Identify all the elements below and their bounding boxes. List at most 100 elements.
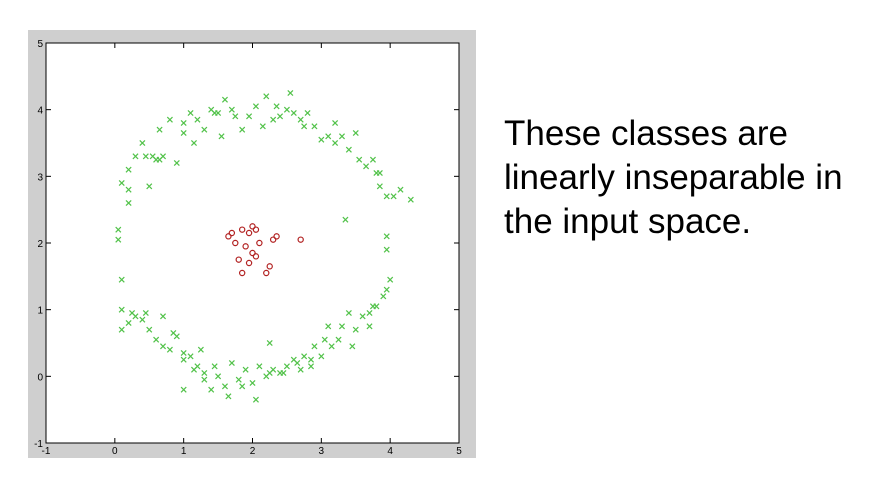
data-point-cross xyxy=(259,123,266,130)
data-point-circle xyxy=(225,233,232,240)
data-point-cross xyxy=(283,363,290,370)
data-point-cross xyxy=(139,139,146,147)
data-point-cross xyxy=(263,93,270,100)
plot-area xyxy=(45,42,460,444)
data-point-cross xyxy=(146,326,153,333)
x-tick-label: 2 xyxy=(250,446,256,457)
x-tick-label: -1 xyxy=(42,446,51,457)
data-point-cross xyxy=(387,276,394,283)
data-point-cross xyxy=(290,109,297,117)
data-point-circle xyxy=(245,259,253,267)
data-point-cross xyxy=(146,183,153,190)
data-point-cross xyxy=(142,153,149,160)
data-point-cross xyxy=(228,359,235,367)
data-point-cross xyxy=(208,386,215,393)
data-point-cross xyxy=(266,339,273,347)
data-point-cross xyxy=(380,293,387,300)
data-point-cross xyxy=(318,353,325,360)
data-point-circle xyxy=(228,229,236,237)
data-point-cross xyxy=(342,216,349,223)
data-point-cross xyxy=(125,186,132,193)
data-point-cross xyxy=(390,193,397,200)
y-tick-label: 3 xyxy=(37,172,43,183)
data-point-cross xyxy=(190,139,198,147)
data-point-cross xyxy=(180,356,187,363)
data-point-cross xyxy=(338,323,346,330)
data-point-cross xyxy=(249,379,256,387)
data-point-cross xyxy=(235,376,242,383)
data-point-cross xyxy=(338,133,346,140)
data-point-circle xyxy=(249,223,256,230)
data-point-cross xyxy=(321,336,328,343)
x-tick-label: 1 xyxy=(181,446,187,457)
data-point-cross xyxy=(373,303,380,310)
data-point-cross xyxy=(352,326,359,333)
data-point-cross xyxy=(345,309,352,317)
data-point-cross xyxy=(328,343,335,350)
data-point-cross xyxy=(190,366,198,373)
scatter-plot: -1 0 1 2 3 4 5 -1 0 1 2 3 4 5 xyxy=(34,39,462,457)
data-point-cross xyxy=(170,329,177,337)
data-point-cross xyxy=(159,313,167,320)
data-point-cross xyxy=(246,113,253,120)
data-point-cross xyxy=(180,119,187,127)
data-point-cross xyxy=(277,113,284,120)
data-point-cross xyxy=(287,89,294,97)
data-point-cross xyxy=(383,233,390,240)
data-points xyxy=(115,89,414,403)
x-tick-label: 4 xyxy=(387,446,393,457)
data-point-cross xyxy=(197,346,204,353)
data-point-cross xyxy=(301,123,308,130)
data-point-cross xyxy=(252,103,259,110)
data-point-cross xyxy=(349,343,356,350)
data-point-circle xyxy=(232,239,239,247)
data-point-cross xyxy=(325,133,332,140)
data-point-cross xyxy=(118,326,125,333)
data-point-cross xyxy=(129,309,136,317)
data-point-cross xyxy=(153,336,160,343)
data-point-cross xyxy=(311,343,318,350)
data-point-cross xyxy=(242,366,249,373)
data-point-cross xyxy=(356,156,363,163)
axis-ticks: -1 0 1 2 3 4 5 -1 0 1 2 3 4 5 xyxy=(34,39,462,457)
data-point-cross xyxy=(201,376,208,383)
data-point-circle xyxy=(266,263,273,270)
data-point-circle xyxy=(245,229,253,237)
data-point-cross xyxy=(283,106,290,113)
y-tick-label: -1 xyxy=(34,439,43,450)
data-point-circle xyxy=(238,269,246,277)
data-point-cross xyxy=(352,129,359,137)
data-point-cross xyxy=(397,186,404,193)
data-point-cross xyxy=(273,103,280,110)
data-point-cross xyxy=(118,179,125,187)
figure-frame: -1 0 1 2 3 4 5 -1 0 1 2 3 4 5 xyxy=(28,30,476,458)
data-point-cross xyxy=(118,306,125,313)
caption-line-3: the input space. xyxy=(504,202,752,241)
data-point-cross xyxy=(211,363,218,370)
data-point-circle xyxy=(252,253,260,260)
data-point-cross xyxy=(142,309,149,317)
data-point-cross xyxy=(156,126,163,133)
x-tick-label: 5 xyxy=(456,446,462,457)
data-point-cross xyxy=(383,246,390,253)
data-point-cross xyxy=(187,353,194,360)
data-point-cross xyxy=(156,156,163,163)
data-point-cross xyxy=(125,166,132,173)
y-tick-label: 4 xyxy=(37,106,43,117)
data-point-circle xyxy=(252,226,260,233)
data-point-circle xyxy=(235,256,242,263)
caption-line-1: These classes are xyxy=(504,114,789,153)
data-point-circle xyxy=(238,226,246,233)
data-point-cross xyxy=(335,336,342,343)
data-point-cross xyxy=(332,139,339,147)
data-point-cross xyxy=(166,346,173,353)
data-point-cross xyxy=(376,183,383,190)
caption-text: These classes are linearly inseparable i… xyxy=(504,112,864,244)
y-tick-label: 0 xyxy=(37,372,43,383)
data-point-cross xyxy=(383,193,390,200)
data-point-cross xyxy=(221,383,228,390)
data-point-cross xyxy=(307,363,315,370)
data-point-circle xyxy=(273,233,280,240)
data-point-cross xyxy=(187,109,194,117)
data-point-circle xyxy=(242,243,249,250)
